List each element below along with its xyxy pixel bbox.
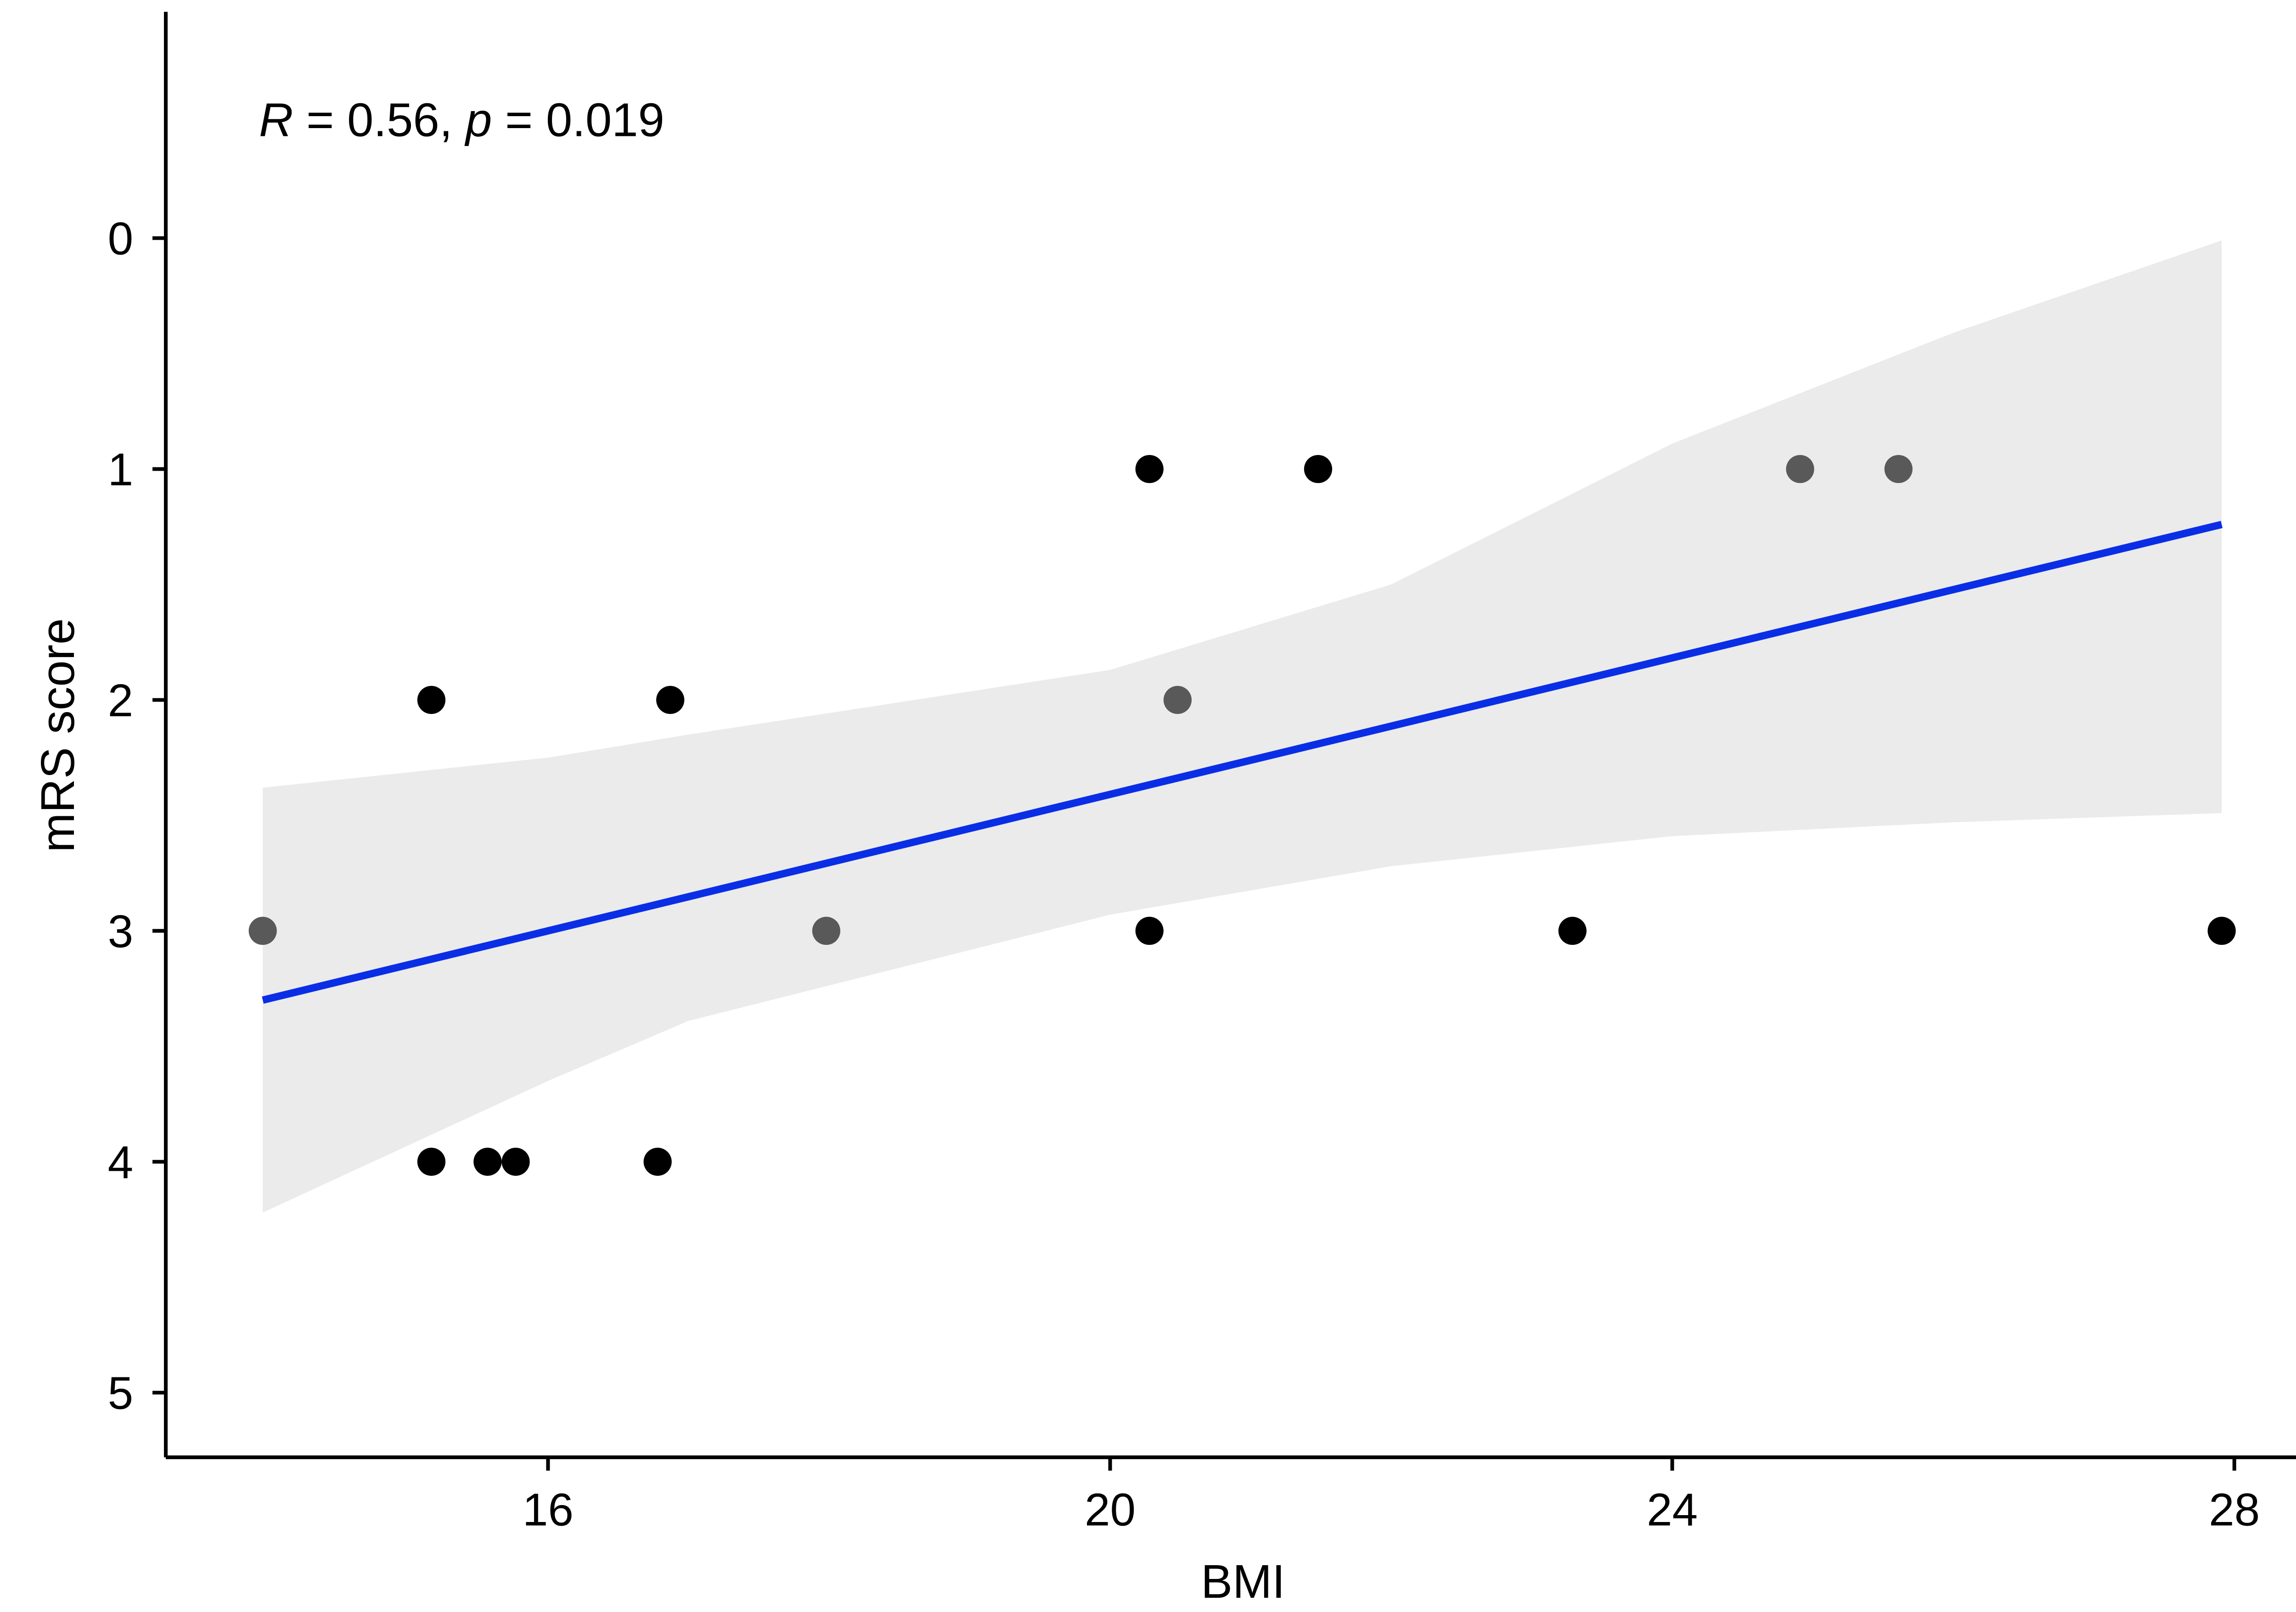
annotation-part: p [464,93,492,146]
y-tick-label: 2 [108,675,134,726]
annotation-part: = 0.019 [492,93,664,146]
point [812,916,840,945]
x-tick-label: 20 [1085,1484,1136,1535]
y-tick-label: 1 [108,444,134,495]
confidence-band [263,240,2222,1213]
regression-line [262,521,2223,1004]
point [643,1147,672,1176]
point [473,1147,502,1176]
annotation-part: R [259,93,293,146]
point [501,1147,530,1176]
y-tick-label: 3 [108,906,134,957]
annotation-part: = 0.56, [293,93,466,146]
y-tick-label: 5 [108,1368,134,1419]
annotation: R = 0.56, p = 0.019 [259,93,664,146]
point [417,685,446,714]
x-tick-label: 16 [523,1484,574,1535]
point [417,1147,446,1176]
point [248,916,277,945]
point [1884,455,1913,483]
point [1304,455,1333,483]
point [1163,685,1192,714]
point [656,685,685,714]
point [1558,916,1587,945]
x-tick-label: 24 [1647,1484,1698,1535]
y-tick-label: 0 [108,213,134,264]
y-axis-label: mRS score [31,618,84,853]
y-tick-label: 4 [108,1137,134,1188]
point [1135,455,1164,483]
point [1786,455,1814,483]
x-axis-label: BMI [1201,1555,1285,1608]
x-tick-label: 28 [2209,1484,2260,1535]
point [2207,916,2236,945]
point [1135,916,1164,945]
